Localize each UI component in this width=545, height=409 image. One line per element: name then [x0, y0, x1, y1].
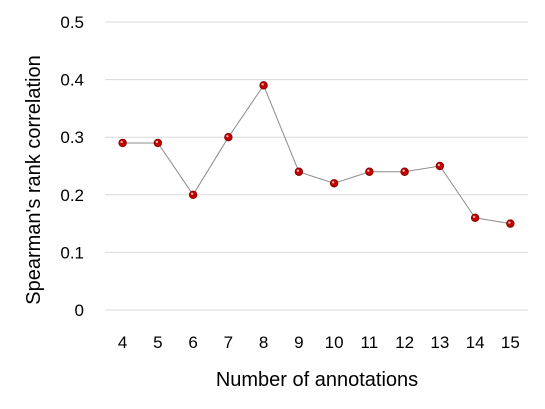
data-point-highlight: [402, 170, 404, 172]
x-tick-label: 12: [395, 333, 414, 352]
x-tick-label: 5: [153, 333, 162, 352]
data-point-highlight: [473, 216, 475, 218]
y-tick-label: 0.1: [60, 243, 84, 262]
x-tick-label: 10: [325, 333, 344, 352]
y-tick-label: 0: [75, 301, 84, 320]
x-tick-label: 11: [361, 333, 379, 352]
data-point-highlight: [120, 141, 122, 143]
y-tick-label: 0.3: [60, 128, 84, 147]
data-point-highlight: [156, 141, 158, 143]
y-tick-label: 0.4: [60, 71, 84, 90]
x-tick-label: 6: [188, 333, 197, 352]
data-point: [295, 168, 303, 176]
gridlines: [105, 22, 528, 310]
data-point: [366, 168, 374, 176]
x-tick-labels: 4 5 6 7 8 9 10 11 12 13 14 15: [118, 333, 520, 352]
data-point: [401, 168, 409, 176]
y-tick-label: 0.5: [60, 13, 84, 32]
data-point: [330, 179, 338, 187]
y-tick-labels: 0 0.1 0.2 0.3 0.4 0.5: [60, 13, 84, 320]
y-tick-label: 0.2: [60, 186, 84, 205]
x-tick-label: 15: [501, 333, 520, 352]
x-tick-label: 13: [430, 333, 449, 352]
x-tick-label: 8: [259, 333, 268, 352]
data-point: [260, 82, 268, 90]
data-point-highlight: [332, 181, 334, 183]
data-point: [189, 191, 197, 199]
x-tick-label: 14: [466, 333, 485, 352]
data-point: [436, 162, 444, 170]
series-line: [123, 85, 511, 223]
x-tick-label: 4: [118, 333, 127, 352]
data-point: [471, 214, 479, 222]
data-point-highlight: [297, 170, 299, 172]
data-points: [119, 82, 514, 228]
data-point-highlight: [191, 193, 193, 195]
data-point: [507, 220, 515, 228]
data-point-highlight: [261, 83, 263, 85]
data-point-highlight: [438, 164, 440, 166]
data-point-highlight: [367, 170, 369, 172]
data-point: [154, 139, 162, 147]
y-axis-title: Spearman's rank correlation: [23, 55, 45, 305]
data-point-highlight: [226, 135, 228, 137]
data-point: [225, 133, 233, 141]
x-tick-label: 7: [224, 333, 233, 352]
x-axis-title: Number of annotations: [216, 369, 418, 391]
data-point-highlight: [508, 221, 510, 223]
data-point: [119, 139, 127, 147]
x-tick-label: 9: [294, 333, 303, 352]
